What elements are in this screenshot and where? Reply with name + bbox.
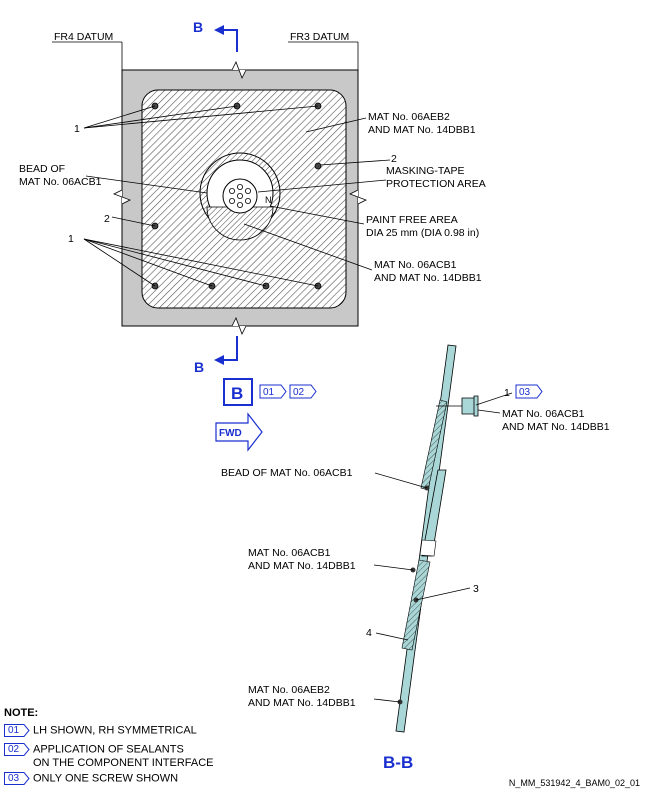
bead-label-line1: BEAD OF bbox=[19, 163, 65, 175]
paint-free-line1: PAINT FREE AREA bbox=[366, 214, 458, 226]
notes-title: NOTE: bbox=[4, 707, 39, 719]
section-title: B-B bbox=[383, 753, 413, 772]
center-feature: N bbox=[199, 152, 281, 241]
view-tag-01: 01 bbox=[259, 384, 287, 399]
note-item-02: 02 APPLICATION OF SEALANTS bbox=[4, 743, 184, 756]
section-marker-top: B bbox=[193, 19, 203, 35]
note-tag-02: 02 bbox=[4, 743, 30, 756]
view-b-box: B bbox=[223, 378, 253, 406]
section-mat-mid-line2: AND MAT No. 14DBB1 bbox=[248, 560, 356, 572]
view-tag-02-label: 02 bbox=[293, 387, 305, 398]
section-mat-mid-line1: MAT No. 06ACB1 bbox=[248, 547, 331, 559]
callout-1-top: 1 bbox=[74, 123, 80, 135]
section-callout-4: 4 bbox=[366, 627, 372, 639]
mat-bottom-line1: MAT No. 06ACB1 bbox=[374, 259, 457, 271]
note-text-01: LH SHOWN, RH SYMMETRICAL bbox=[33, 724, 197, 737]
datum-left: FR4 DATUM bbox=[52, 31, 123, 70]
section-mat-low-line2: AND MAT No. 14DBB1 bbox=[248, 697, 356, 709]
note-text-03: ONLY ONE SCREW SHOWN bbox=[33, 772, 179, 785]
datum-right-label: FR3 DATUM bbox=[290, 31, 349, 43]
paint-free-line2: DIA 25 mm (DIA 0.98 in) bbox=[366, 227, 479, 239]
view-tag-01-label: 01 bbox=[263, 387, 275, 398]
masking-line2: PROTECTION AREA bbox=[386, 178, 486, 190]
note-tag-01: 01 bbox=[4, 724, 30, 737]
view-tag-02: 02 bbox=[289, 384, 317, 399]
note-text-02: APPLICATION OF SEALANTS bbox=[33, 743, 184, 756]
mat-top-line1: MAT No. 06AEB2 bbox=[368, 111, 450, 123]
section-callout-3: 3 bbox=[473, 583, 479, 595]
callout-2-left: 2 bbox=[104, 213, 110, 225]
drawing-reference: N_MM_531942_4_BAM0_02_01 bbox=[508, 778, 640, 788]
section-mat-low-line1: MAT No. 06AEB2 bbox=[248, 684, 330, 696]
section-marker-bottom: B bbox=[194, 359, 204, 375]
screw-mat-line2: AND MAT No. 14DBB1 bbox=[502, 421, 610, 433]
connector-pins bbox=[228, 183, 251, 208]
note-item-01: 01 LH SHOWN, RH SYMMETRICAL bbox=[4, 724, 197, 737]
fwd-label: FWD bbox=[219, 428, 242, 439]
datum-right: FR3 DATUM bbox=[288, 31, 359, 70]
section-leaders bbox=[373, 392, 513, 703]
section-bb bbox=[395, 344, 479, 733]
n-mark: N bbox=[265, 195, 272, 205]
datum-left-label: FR4 DATUM bbox=[54, 31, 113, 43]
section-screw-num: 1 bbox=[504, 387, 510, 399]
fwd-arrow: FWD bbox=[215, 412, 263, 452]
panel-leaders bbox=[83, 105, 391, 287]
callout-2-right: 2 bbox=[391, 153, 397, 165]
callout-1-bottom: 1 bbox=[68, 233, 74, 245]
section-tag-03-label: 03 bbox=[519, 387, 531, 398]
screw-mat-line1: MAT No. 06ACB1 bbox=[502, 408, 585, 420]
view-b-letter: B bbox=[231, 384, 243, 403]
note-tag-03: 03 bbox=[4, 772, 30, 785]
masking-line1: MASKING-TAPE bbox=[386, 165, 465, 177]
note-text-02-line2: ON THE COMPONENT INTERFACE bbox=[33, 757, 214, 769]
bead-label-line2: MAT No. 06ACB1 bbox=[19, 176, 102, 188]
note-item-03: 03 ONLY ONE SCREW SHOWN bbox=[4, 772, 178, 785]
section-bead-label: BEAD OF MAT No. 06ACB1 bbox=[221, 467, 353, 479]
section-arrow-top: B bbox=[193, 19, 238, 52]
mat-top-line2: AND MAT No. 14DBB1 bbox=[368, 124, 476, 136]
mat-bottom-line2: AND MAT No. 14DBB1 bbox=[374, 272, 482, 284]
section-arrow-bottom: B bbox=[194, 336, 238, 375]
section-tag-03: 03 bbox=[515, 384, 543, 399]
